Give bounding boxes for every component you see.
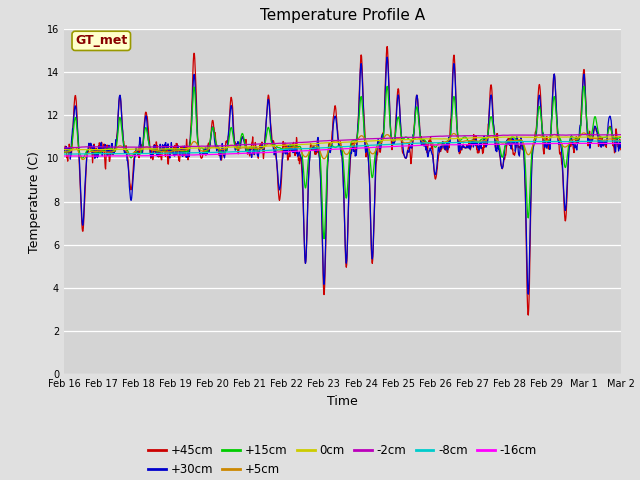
+5cm [126, 151, 134, 157]
0cm [126, 146, 134, 152]
0cm [318, 140, 326, 146]
0cm [68, 147, 76, 153]
-8cm [60, 151, 68, 157]
+5cm [378, 140, 385, 145]
-8cm [318, 145, 326, 151]
-8cm [62, 151, 70, 157]
-2cm [308, 139, 316, 144]
+30cm [103, 150, 111, 156]
X-axis label: Time: Time [327, 395, 358, 408]
-16cm [378, 144, 385, 150]
+5cm [308, 144, 316, 149]
Text: GT_met: GT_met [75, 35, 127, 48]
+5cm [580, 130, 588, 136]
-2cm [297, 140, 305, 145]
Line: -16cm: -16cm [64, 144, 621, 156]
-16cm [318, 147, 326, 153]
-2cm [586, 132, 593, 137]
Legend: +45cm, +30cm, +15cm, +5cm, 0cm, -2cm, -8cm, -16cm: +45cm, +30cm, +15cm, +5cm, 0cm, -2cm, -8… [143, 439, 541, 480]
-2cm [126, 144, 134, 150]
+5cm [60, 149, 68, 155]
0cm [617, 134, 625, 140]
-2cm [61, 145, 68, 151]
-16cm [126, 153, 134, 158]
+30cm [383, 54, 391, 60]
+45cm [617, 147, 625, 153]
+30cm [617, 143, 625, 149]
Line: +30cm: +30cm [64, 57, 621, 294]
+15cm [617, 134, 625, 140]
+45cm [383, 44, 391, 49]
Line: +45cm: +45cm [64, 47, 621, 315]
+30cm [126, 188, 134, 193]
+5cm [79, 156, 87, 162]
-16cm [308, 147, 316, 153]
-2cm [617, 132, 625, 138]
0cm [308, 141, 316, 147]
-16cm [104, 153, 111, 159]
-16cm [60, 153, 68, 159]
Line: 0cm: 0cm [64, 137, 621, 150]
-8cm [126, 151, 134, 156]
+5cm [617, 138, 625, 144]
+15cm [580, 84, 588, 89]
Title: Temperature Profile A: Temperature Profile A [260, 9, 425, 24]
0cm [60, 147, 68, 153]
-2cm [378, 135, 385, 141]
+15cm [103, 146, 111, 152]
-16cm [297, 148, 305, 154]
+30cm [296, 153, 304, 158]
-8cm [617, 138, 625, 144]
+45cm [296, 152, 304, 158]
-8cm [104, 151, 111, 156]
Line: -8cm: -8cm [64, 141, 621, 154]
+30cm [318, 212, 326, 217]
-8cm [297, 146, 305, 152]
-16cm [94, 153, 102, 159]
+15cm [296, 144, 304, 150]
+45cm [126, 180, 134, 186]
+45cm [103, 142, 111, 148]
+5cm [318, 154, 326, 160]
-2cm [104, 144, 111, 150]
+45cm [308, 144, 316, 149]
-8cm [378, 142, 385, 148]
+45cm [60, 146, 68, 152]
+45cm [377, 144, 385, 150]
+15cm [378, 139, 385, 144]
Line: +15cm: +15cm [64, 86, 621, 239]
+5cm [297, 147, 305, 153]
+30cm [60, 146, 68, 152]
+45cm [318, 212, 326, 218]
+30cm [524, 291, 532, 297]
+15cm [318, 188, 326, 194]
+30cm [308, 144, 316, 150]
-16cm [617, 141, 625, 146]
+5cm [104, 149, 111, 155]
-2cm [60, 145, 68, 151]
0cm [297, 142, 305, 147]
-2cm [318, 138, 326, 144]
+15cm [308, 146, 316, 152]
+30cm [377, 144, 385, 150]
+45cm [524, 312, 532, 318]
-8cm [616, 138, 623, 144]
-16cm [582, 141, 590, 146]
-8cm [308, 145, 316, 151]
Line: +5cm: +5cm [64, 133, 621, 159]
Y-axis label: Temperature (C): Temperature (C) [28, 151, 41, 252]
Line: -2cm: -2cm [64, 134, 621, 148]
+15cm [126, 154, 134, 159]
+15cm [320, 236, 328, 241]
+15cm [60, 150, 68, 156]
0cm [104, 146, 111, 152]
0cm [378, 138, 385, 144]
